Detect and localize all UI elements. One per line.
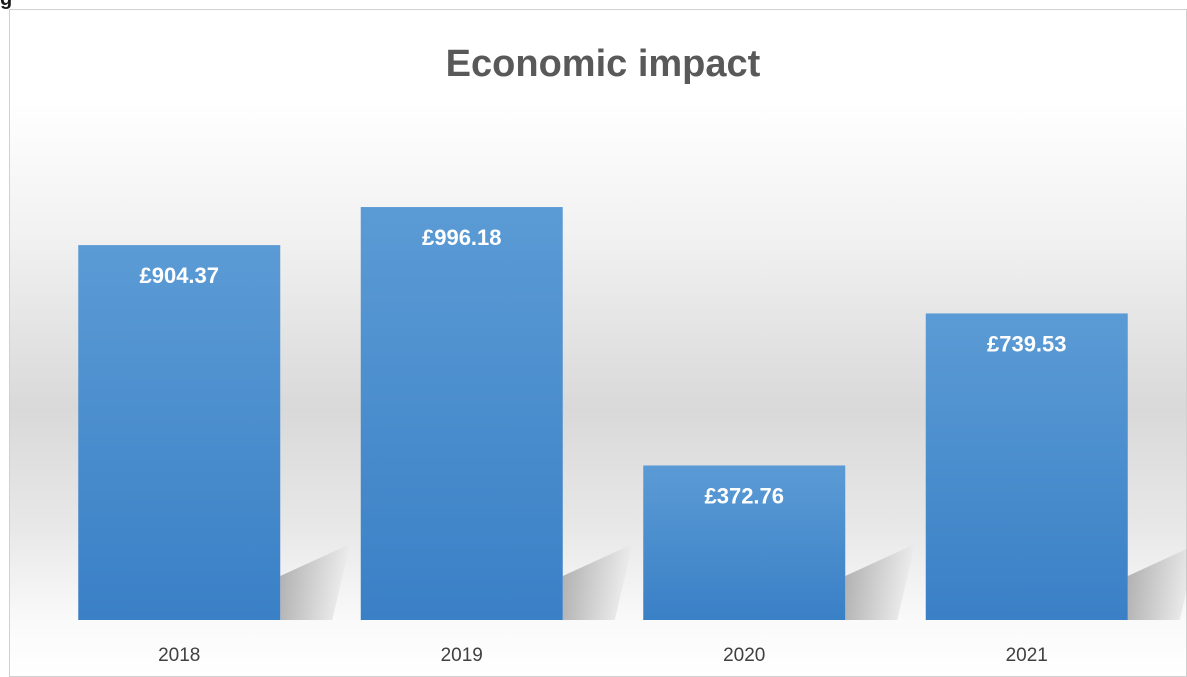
x-tick-label-2019: 2019 (441, 645, 483, 666)
page-text-fragment: g (0, 0, 12, 11)
bar-shadow (280, 544, 351, 620)
bar-shadow (1127, 548, 1187, 620)
bar-2020 (643, 465, 846, 620)
data-labels: £904.37 £996.18 £372.76 £739.53 (139, 225, 1066, 508)
x-axis-tick-labels: 2018 2019 2020 2021 (158, 645, 1048, 666)
bar-shadows (280, 544, 1187, 620)
bar-2019 (360, 207, 563, 620)
x-tick-label-2020: 2020 (723, 645, 765, 666)
x-tick-label-2021: 2021 (1006, 645, 1048, 666)
data-label-2018: £904.37 (139, 263, 219, 288)
chart-title: Economic impact (446, 43, 761, 85)
data-label-2019: £996.18 (422, 225, 502, 250)
bar-2018 (78, 245, 281, 620)
data-label-2020: £372.76 (704, 483, 784, 508)
bars (78, 207, 1128, 620)
bar-shadow (845, 544, 916, 620)
bar-2021 (925, 313, 1128, 620)
data-label-2021: £739.53 (987, 331, 1067, 356)
bar-shadow (562, 544, 633, 620)
x-tick-label-2018: 2018 (158, 645, 200, 666)
